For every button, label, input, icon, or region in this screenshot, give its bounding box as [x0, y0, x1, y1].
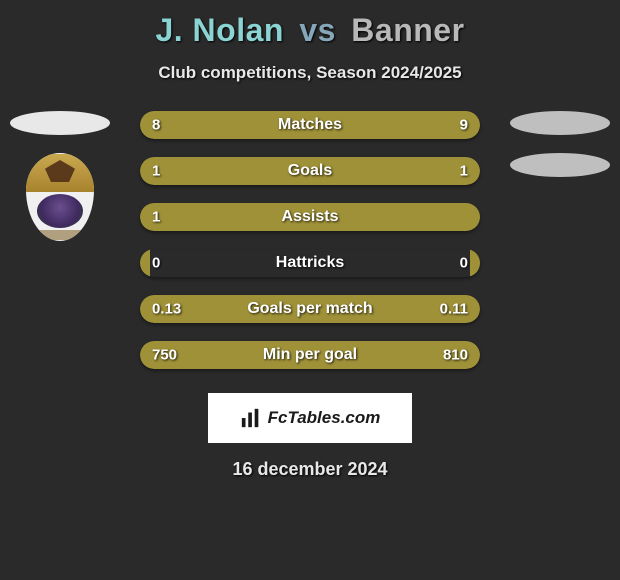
stat-value-left: 8 — [152, 117, 160, 134]
stat-value-right: 810 — [443, 347, 468, 364]
player2-club-oval — [510, 153, 610, 177]
comparison-content: 89Matches11Goals1Assists00Hattricks0.130… — [0, 111, 620, 369]
stat-value-left: 1 — [152, 209, 160, 226]
subtitle: Club competitions, Season 2024/2025 — [0, 63, 620, 83]
player1-flag-oval — [10, 111, 110, 135]
stat-label: Hattricks — [276, 254, 344, 272]
bars-icon — [240, 407, 262, 429]
left-badge-column — [0, 111, 120, 241]
stat-row: 750 810 Min per goal — [140, 341, 480, 369]
player2-flag-oval — [510, 111, 610, 135]
stat-value-right: 9 — [460, 117, 468, 134]
footer-attribution: FcTables.com — [208, 393, 412, 443]
vs-label: vs — [299, 12, 336, 48]
stat-fill-right — [470, 249, 480, 277]
stat-label: Min per goal — [263, 346, 357, 364]
stat-fill-left — [140, 111, 300, 139]
stat-value-left: 0.13 — [152, 301, 181, 318]
stat-row: 8 9 Matches — [140, 111, 480, 139]
fctables-logo: FcTables.com — [240, 407, 381, 429]
stat-fill-right — [310, 157, 480, 185]
stat-fill-left — [140, 157, 310, 185]
player1-club-crest — [26, 153, 94, 241]
stat-label: Goals — [288, 162, 332, 180]
player2-name: Banner — [351, 12, 464, 48]
stat-bars: 89Matches11Goals1Assists00Hattricks0.130… — [140, 111, 480, 369]
stat-row: 0.13 0.11 Goals per match — [140, 295, 480, 323]
stat-value-left: 0 — [152, 255, 160, 272]
player1-name: J. Nolan — [155, 12, 283, 48]
stat-label: Assists — [282, 208, 339, 226]
stat-value-right: 0.11 — [440, 301, 468, 318]
stat-value-right: 1 — [460, 163, 468, 180]
stat-value-right: 0 — [460, 255, 468, 272]
stat-value-left: 750 — [152, 347, 177, 364]
comparison-title: J. Nolan vs Banner — [0, 0, 620, 49]
footer-brand-text: FcTables.com — [268, 408, 381, 428]
stat-label: Matches — [278, 116, 342, 134]
stat-row: 1 Assists — [140, 203, 480, 231]
stat-label: Goals per match — [247, 300, 372, 318]
stat-row: 1 1 Goals — [140, 157, 480, 185]
snapshot-date: 16 december 2024 — [0, 459, 620, 480]
right-badge-column — [500, 111, 620, 177]
stat-fill-left — [140, 249, 150, 277]
stat-value-left: 1 — [152, 163, 160, 180]
stat-row: 0 0 Hattricks — [140, 249, 480, 277]
